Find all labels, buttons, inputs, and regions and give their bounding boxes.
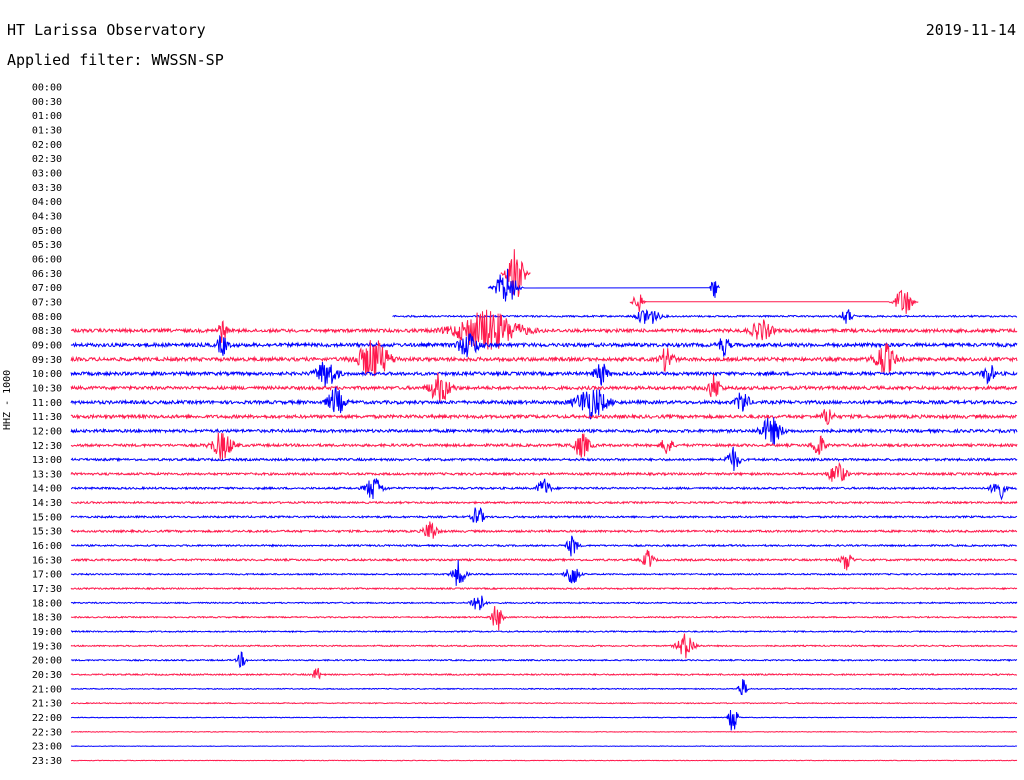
row-time-label: 12:30 bbox=[32, 441, 62, 452]
trace-1730 bbox=[70, 586, 1018, 591]
seismic-traces bbox=[70, 249, 1018, 762]
trace-2200 bbox=[70, 709, 1017, 731]
trace-1630 bbox=[70, 549, 1018, 571]
row-time-label: 02:30 bbox=[32, 154, 62, 165]
row-time-label: 14:00 bbox=[32, 484, 62, 495]
trace-0800 bbox=[392, 309, 1018, 324]
row-time-label: 04:30 bbox=[32, 211, 62, 222]
row-time-label: 10:00 bbox=[32, 369, 62, 380]
row-time-label: 06:30 bbox=[32, 269, 62, 280]
row-time-label: 13:30 bbox=[32, 469, 62, 480]
row-time-label: 17:30 bbox=[32, 584, 62, 595]
row-time-label: 20:30 bbox=[32, 670, 62, 681]
trace-1100 bbox=[70, 385, 1018, 420]
trace-0630 bbox=[500, 249, 531, 297]
row-time-label: 16:00 bbox=[32, 541, 62, 552]
row-time-label: 08:30 bbox=[32, 326, 62, 337]
row-time-label: 21:00 bbox=[32, 684, 62, 695]
trace-1530 bbox=[70, 521, 1018, 539]
trace-0700 bbox=[487, 268, 720, 302]
row-time-label: 15:00 bbox=[32, 512, 62, 523]
trace-1930 bbox=[70, 633, 1018, 659]
row-time-label: 23:00 bbox=[32, 742, 62, 753]
trace-1130 bbox=[70, 409, 1018, 426]
row-time-label: 01:30 bbox=[32, 125, 62, 136]
row-time-label: 02:00 bbox=[32, 140, 62, 151]
trace-2100 bbox=[70, 679, 1018, 696]
row-time-label: 03:30 bbox=[32, 183, 62, 194]
trace-2030 bbox=[70, 667, 1017, 680]
row-time-label: 11:00 bbox=[32, 398, 62, 409]
trace-1000 bbox=[70, 361, 1018, 387]
record-date: 2019-11-14 bbox=[925, 21, 1016, 39]
row-time-label: 10:30 bbox=[32, 383, 62, 394]
trace-1830 bbox=[70, 605, 1018, 631]
trace-1700 bbox=[70, 559, 1017, 586]
row-time-label: 16:30 bbox=[32, 555, 62, 566]
trace-2130 bbox=[71, 701, 1018, 705]
row-time-label: 15:30 bbox=[32, 527, 62, 538]
row-time-label: 05:30 bbox=[32, 240, 62, 251]
trace-0930 bbox=[70, 340, 1018, 377]
trace-2300 bbox=[70, 745, 1018, 748]
filter-label: Applied filter: WWSSN-SP bbox=[7, 51, 224, 69]
trace-0730 bbox=[629, 289, 919, 314]
trace-1430 bbox=[71, 500, 1018, 505]
row-time-label: 00:30 bbox=[32, 97, 62, 108]
row-time-label: 21:30 bbox=[32, 699, 62, 710]
row-time-label: 00:00 bbox=[32, 83, 62, 94]
row-time-label: 09:00 bbox=[32, 340, 62, 351]
trace-0830 bbox=[70, 309, 1018, 350]
trace-1600 bbox=[70, 535, 1018, 557]
row-time-label: 14:30 bbox=[32, 498, 62, 509]
row-time-label: 20:00 bbox=[32, 656, 62, 667]
row-time-label: 07:00 bbox=[32, 283, 62, 294]
row-time-label: 04:00 bbox=[32, 197, 62, 208]
row-time-label: 22:30 bbox=[32, 727, 62, 738]
trace-1900 bbox=[70, 629, 1018, 634]
trace-1300 bbox=[70, 446, 1018, 472]
trace-1030 bbox=[70, 372, 1018, 403]
trace-1230 bbox=[70, 432, 1018, 460]
trace-1330 bbox=[70, 461, 1018, 482]
row-time-label: 22:00 bbox=[32, 713, 62, 724]
trace-2330 bbox=[70, 759, 1018, 762]
row-time-label: 05:00 bbox=[32, 226, 62, 237]
trace-2000 bbox=[70, 651, 1018, 669]
row-time-label: 18:00 bbox=[32, 598, 62, 609]
row-time-label: 19:30 bbox=[32, 641, 62, 652]
row-time-label: 13:00 bbox=[32, 455, 62, 466]
trace-1800 bbox=[70, 595, 1018, 611]
row-time-label: 08:00 bbox=[32, 312, 62, 323]
row-time-label: 19:00 bbox=[32, 627, 62, 638]
trace-1400 bbox=[70, 478, 1018, 501]
trace-1500 bbox=[70, 507, 1018, 523]
row-time-label: 12:00 bbox=[32, 426, 62, 437]
row-time-label: 01:00 bbox=[32, 111, 62, 122]
row-time-label: 06:00 bbox=[32, 254, 62, 265]
row-time-label: 03:00 bbox=[32, 168, 62, 179]
trace-1200 bbox=[70, 417, 1018, 445]
row-time-label: 09:30 bbox=[32, 355, 62, 366]
row-time-label: 11:30 bbox=[32, 412, 62, 423]
row-time-label: 17:00 bbox=[32, 570, 62, 581]
station-title: HT Larissa Observatory bbox=[7, 21, 206, 39]
trace-2230 bbox=[70, 730, 1018, 733]
row-time-label: 07:30 bbox=[32, 297, 62, 308]
row-time-label: 18:30 bbox=[32, 613, 62, 624]
trace-0900 bbox=[70, 332, 1018, 358]
row-labels: 00:00 00:30 01:00 01:30 02:00 02:30 03:00 03:30… bbox=[32, 83, 62, 768]
row-time-label: 23:30 bbox=[32, 756, 62, 767]
